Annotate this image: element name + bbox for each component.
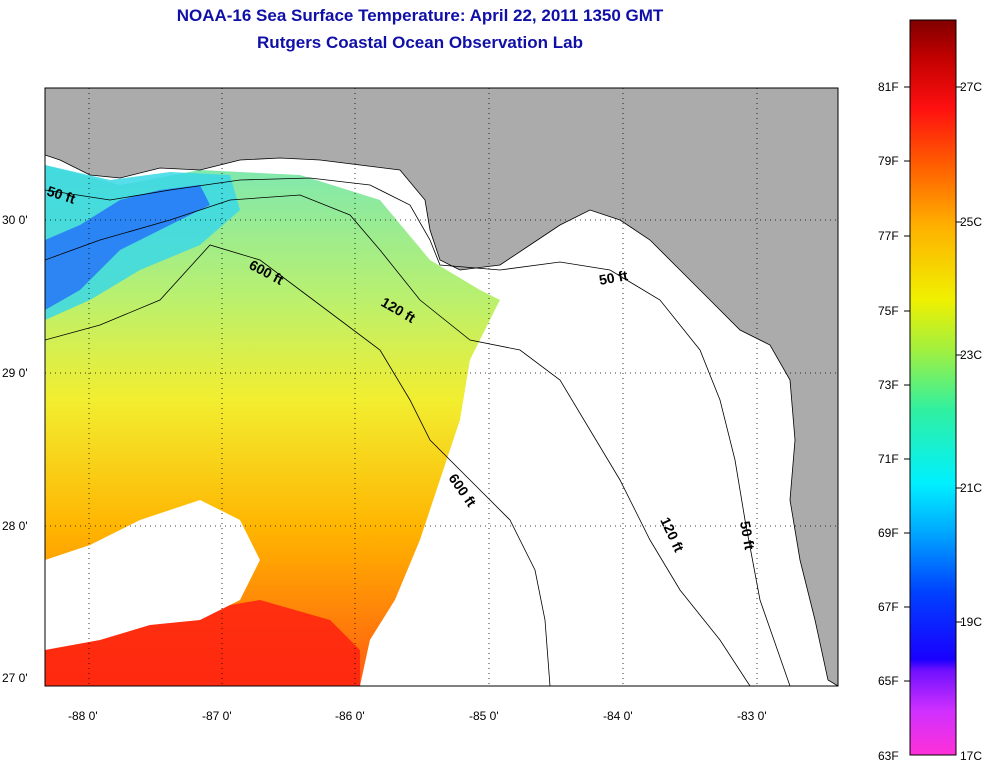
colorbar-c-label: 25C [960, 215, 982, 229]
colorbar-f-label: 65F [878, 674, 899, 688]
contour-600ft [45, 244, 551, 686]
color-bar-ticks [904, 86, 962, 682]
cold-water [45, 185, 210, 310]
contour-50ft [45, 177, 791, 686]
lon-label: -87 0' [202, 709, 232, 723]
lat-label: 28 0' [2, 519, 28, 533]
cloud-cover [45, 500, 260, 650]
graticule [45, 88, 838, 686]
chart-title: NOAA-16 Sea Surface Temperature: April 2… [176, 6, 664, 25]
lon-label: -86 0' [335, 709, 365, 723]
colorbar-c-label: 23C [960, 348, 982, 362]
lat-label: 29 0' [2, 366, 28, 380]
colorbar-f-label: 75F [878, 304, 899, 318]
colorbar-c-label: 27C [960, 80, 982, 94]
colorbar-f-label: 63F [878, 749, 899, 763]
colorbar-f-label: 69F [878, 526, 899, 540]
colorbar-f-label: 77F [878, 229, 899, 243]
color-bar [909, 19, 957, 756]
lat-label: 30 0' [2, 213, 28, 227]
contour-label-50ft: 50 ft [737, 520, 758, 551]
lon-label: -85 0' [469, 709, 499, 723]
colorbar-f-label: 71F [878, 452, 899, 466]
colorbar-f-label: 67F [878, 600, 899, 614]
land [45, 88, 838, 686]
lon-label: -84 0' [603, 709, 633, 723]
lon-label: -88 0' [68, 709, 98, 723]
colorbar-c-label: 17C [960, 749, 982, 763]
warm-water [45, 600, 360, 686]
colorbar-c-label: 21C [960, 481, 982, 495]
colorbar-f-label: 81F [878, 80, 899, 94]
colorbar-f-label: 73F [878, 378, 899, 392]
cloud-cover-east [360, 200, 838, 686]
chart-subtitle: Rutgers Coastal Ocean Observation Lab [257, 33, 583, 52]
contour-label-50ft: 50 ft [598, 267, 629, 288]
lon-label: -83 0' [737, 709, 767, 723]
lat-label: 27 0' [2, 671, 28, 685]
colorbar-f-label: 79F [878, 154, 899, 168]
colorbar-c-label: 19C [960, 615, 982, 629]
contour-120ft [45, 194, 751, 686]
